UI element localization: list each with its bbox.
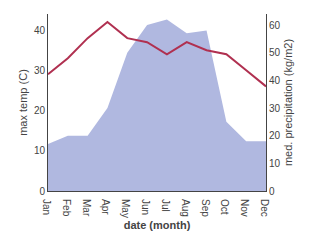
svg-text:May: May [120,199,131,218]
svg-text:max temp (C): max temp (C) [17,69,29,136]
svg-text:0: 0 [39,186,45,197]
svg-text:Mar: Mar [81,199,92,217]
svg-text:med. precipitation (kg/m2): med. precipitation (kg/m2) [282,39,294,166]
svg-text:10: 10 [34,145,46,156]
svg-text:50: 50 [269,47,281,58]
svg-text:Jul: Jul [160,199,171,212]
svg-text:Jan: Jan [41,199,52,215]
svg-text:date (month): date (month) [124,219,191,231]
svg-text:20: 20 [269,130,281,141]
svg-text:Aug: Aug [180,199,191,217]
svg-text:Dec: Dec [259,199,270,217]
svg-text:60: 60 [269,20,281,31]
svg-text:Jun: Jun [140,199,151,215]
svg-text:Nov: Nov [239,199,250,217]
svg-text:Apr: Apr [100,199,111,215]
svg-text:Feb: Feb [61,199,72,217]
svg-text:20: 20 [34,105,46,116]
svg-text:10: 10 [269,158,281,169]
svg-text:40: 40 [34,25,46,36]
svg-text:40: 40 [269,75,281,86]
svg-text:Sep: Sep [200,199,211,217]
svg-text:Oct: Oct [219,199,230,215]
svg-text:30: 30 [34,65,46,76]
svg-text:30: 30 [269,103,281,114]
svg-text:0: 0 [269,186,275,197]
